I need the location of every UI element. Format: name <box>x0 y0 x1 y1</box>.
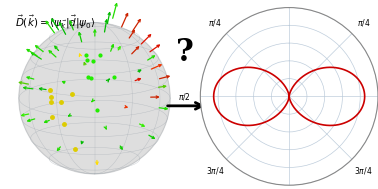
Text: ?: ? <box>176 37 194 68</box>
Circle shape <box>19 23 170 174</box>
Text: $\vec{D}(\vec{k}) = \langle\psi_{\vec{k}}|\vec{d}|\psi_0\rangle$: $\vec{D}(\vec{k}) = \langle\psi_{\vec{k}… <box>15 13 96 31</box>
